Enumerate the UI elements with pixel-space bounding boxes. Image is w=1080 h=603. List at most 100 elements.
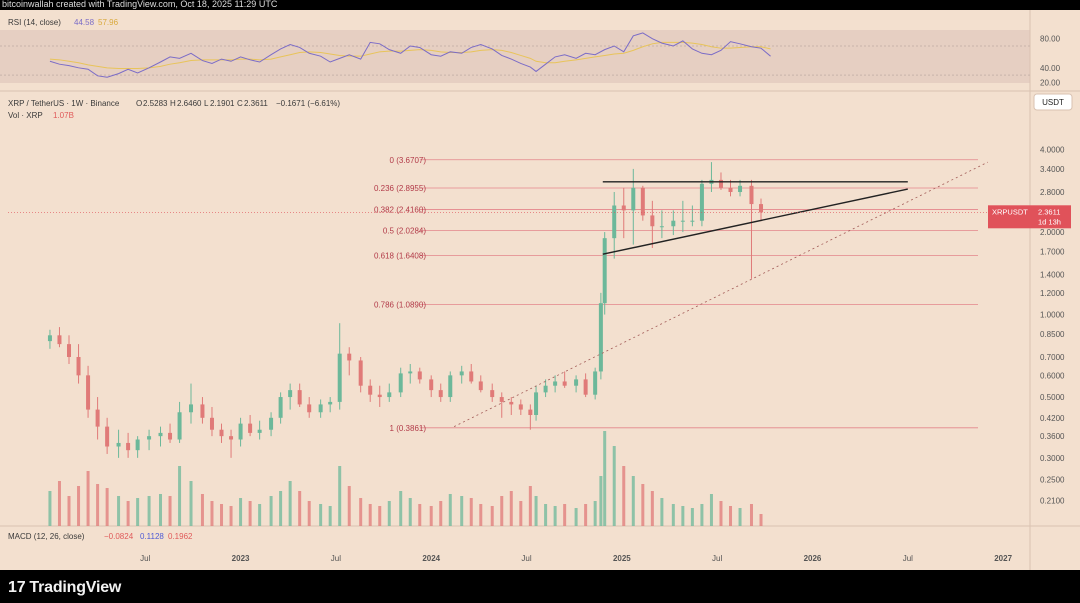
volume-bar xyxy=(544,504,548,526)
volume-bar xyxy=(67,496,71,526)
currency-button-label[interactable]: USDT xyxy=(1042,98,1064,107)
ohlc-low: 2.1901 xyxy=(210,99,235,108)
rsi-panel: 80.00 40.00 20.00 xyxy=(0,32,1061,87)
volume-bar xyxy=(408,498,412,526)
price-tick-label: 1.4000 xyxy=(1040,271,1065,280)
candle-body xyxy=(478,381,483,391)
header-caption: bitcoinwallah created with TradingView.c… xyxy=(2,0,278,9)
time-tick-label: 2026 xyxy=(804,554,822,563)
candle-body xyxy=(387,392,392,398)
volume-bar xyxy=(126,501,130,526)
tradingview-logo[interactable]: 17 TradingView xyxy=(8,579,121,597)
price-tag-countdown: 1d 13h xyxy=(1038,217,1061,226)
candle-body xyxy=(598,303,603,372)
volume-bar xyxy=(307,501,311,526)
candle-body xyxy=(690,220,695,222)
time-axis: Jul 2023 Jul 2024 Jul 2025 Jul 2026 Jul 2027 xyxy=(140,554,1012,563)
volume-bar xyxy=(719,501,723,526)
volume-legend-value: 1.07B xyxy=(53,111,74,120)
candle-body xyxy=(377,394,382,398)
candle-body xyxy=(105,426,110,447)
volume-bar xyxy=(509,491,513,526)
volume-bar xyxy=(239,498,243,526)
header-caption-bar: bitcoinwallah created with TradingView.c… xyxy=(0,0,1080,10)
candle-body xyxy=(189,404,194,413)
currency-button[interactable]: USDT xyxy=(1033,93,1073,111)
candle-body xyxy=(177,412,182,440)
time-tick-label: 2027 xyxy=(994,554,1012,563)
price-tick-label: 2.8000 xyxy=(1040,188,1065,197)
candle-body xyxy=(553,381,558,386)
candle-body xyxy=(135,439,140,451)
candle-body xyxy=(448,375,453,398)
price-tick-label: 3.4000 xyxy=(1040,165,1065,174)
macd-legend-name: MACD (12, 26, close) xyxy=(8,532,85,541)
fib-level-label: 0.5 (2.0284) xyxy=(383,226,426,235)
volume-bar xyxy=(603,431,607,526)
fib-level-label: 0.786 (1.0890) xyxy=(374,300,426,309)
time-tick-label: Jul xyxy=(521,554,531,563)
volume-bar xyxy=(759,514,763,526)
time-tick-label: 2023 xyxy=(232,554,250,563)
volume-bar xyxy=(622,466,626,526)
volume-bar xyxy=(359,498,363,526)
price-tick-label: 0.2500 xyxy=(1040,476,1065,485)
candle-body xyxy=(67,344,72,358)
rsi-tick-label: 40.00 xyxy=(1040,64,1061,73)
volume-bar xyxy=(178,466,182,526)
candle-body xyxy=(147,436,152,440)
volume-bar xyxy=(729,506,733,526)
candle-body xyxy=(659,226,664,228)
price-tick-label: 0.3000 xyxy=(1040,454,1065,463)
price-tick-label: 2.0000 xyxy=(1040,228,1065,237)
candle-body xyxy=(168,432,173,440)
volume-bar xyxy=(77,486,81,526)
volume-bar xyxy=(279,491,283,526)
volume-bar xyxy=(479,504,483,526)
candle-body xyxy=(417,371,422,380)
volume-bar xyxy=(189,481,193,526)
price-tag-price: 2.3611 xyxy=(1038,207,1060,216)
candle-body xyxy=(640,187,645,216)
price-tick-label: 4.0000 xyxy=(1040,146,1065,155)
volume-legend-name: Vol · XRP xyxy=(8,111,43,120)
candle-body xyxy=(718,179,723,188)
candle-body xyxy=(749,185,754,205)
candle-body xyxy=(631,187,636,211)
ohlc-change: −0.1671 (−6.61%) xyxy=(276,99,340,108)
volume-bar xyxy=(378,506,382,526)
chart-canvas[interactable]: RSI (14, close) 44.58 57.96 80.00 40.00 20… xyxy=(0,10,1080,570)
rsi-tick-label: 20.00 xyxy=(1040,78,1061,87)
symbol-line: XRP / TetherUS · 1W · Binance xyxy=(8,99,120,108)
price-panel: 4.00003.40002.80002.40002.00001.70001.40… xyxy=(8,146,1071,526)
time-tick-label: Jul xyxy=(331,554,341,563)
macd-legend-hist: −0.0824 xyxy=(104,532,134,541)
candle-body xyxy=(257,429,262,433)
fib-level-label: 0.618 (1.6408) xyxy=(374,252,426,261)
candle-body xyxy=(209,417,214,430)
currency-button-bg[interactable] xyxy=(1033,93,1073,111)
volume-bar xyxy=(200,494,204,526)
rsi-legend-ma-value: 57.96 xyxy=(98,18,119,27)
candle-body xyxy=(728,187,733,193)
candle-body xyxy=(671,220,676,227)
candle-body xyxy=(650,215,655,227)
candle-body xyxy=(219,429,224,437)
volume-bar xyxy=(328,506,332,526)
candle-body xyxy=(602,238,607,304)
volume-bar xyxy=(738,508,742,526)
time-tick-label: Jul xyxy=(712,554,722,563)
chart-background xyxy=(0,10,1080,570)
volume-bar xyxy=(210,501,214,526)
rsi-line xyxy=(49,32,771,78)
candle-body xyxy=(278,397,283,418)
candle-body xyxy=(229,436,234,440)
volume-bar xyxy=(584,504,588,526)
fib-level-label: 1 (0.3861) xyxy=(390,424,427,433)
candle-body xyxy=(699,183,704,221)
ohlc-high: 2.6460 xyxy=(177,99,202,108)
candle-body xyxy=(76,357,81,376)
price-tick-label: 0.8500 xyxy=(1040,330,1065,339)
volume-bar xyxy=(574,508,578,526)
candle-body xyxy=(490,390,495,398)
